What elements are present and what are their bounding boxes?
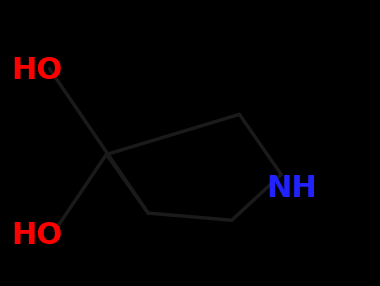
Text: NH: NH: [266, 174, 317, 203]
Text: HO: HO: [11, 221, 63, 251]
Text: HO: HO: [11, 55, 63, 85]
